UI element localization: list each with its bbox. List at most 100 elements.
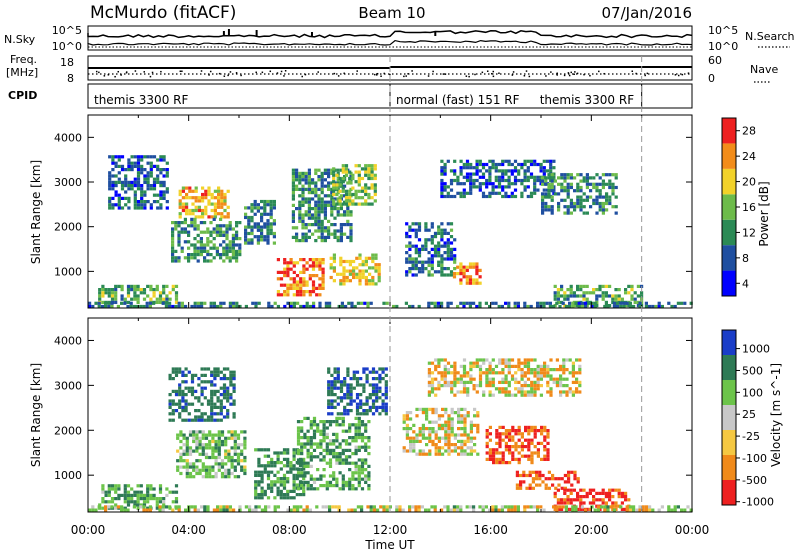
heatmap-cell: [178, 215, 182, 219]
heatmap-cell: [377, 272, 381, 276]
heatmap-cell: [181, 405, 185, 409]
heatmap-cell: [298, 239, 302, 243]
heatmap-cell: [300, 471, 304, 475]
heatmap-cell: [133, 284, 137, 288]
heatmap-cell: [488, 432, 492, 436]
heatmap-cell: [292, 505, 296, 509]
heatmap-cell: [535, 473, 539, 478]
heatmap-cell: [507, 175, 511, 179]
heatmap-cell: [111, 168, 115, 172]
heatmap-cell: [225, 233, 229, 237]
heatmap-cell: [348, 442, 352, 446]
heatmap-cell: [332, 439, 336, 443]
heatmap-cell: [544, 477, 548, 481]
heatmap-cell: [527, 438, 531, 442]
heatmap-cell: [360, 176, 365, 181]
heatmap-cell: [158, 294, 163, 298]
heatmap-cell: [466, 374, 470, 378]
heatmap-cell: [469, 191, 473, 195]
heatmap-cell: [485, 194, 489, 199]
heatmap-cell: [611, 182, 615, 186]
heatmap-cell: [178, 415, 182, 419]
heatmap-cell: [286, 477, 290, 481]
heatmap-cell: [133, 164, 137, 168]
heatmap-cell: [194, 389, 198, 393]
heatmap-cell: [543, 438, 547, 442]
heatmap-cell: [355, 393, 360, 397]
heatmap-cell: [318, 301, 322, 305]
heatmap-cell: [457, 433, 461, 437]
heatmap-cell: [563, 486, 567, 490]
heatmap-cell: [174, 224, 178, 228]
heatmap-cell: [539, 393, 543, 397]
heatmap-cell: [292, 486, 296, 490]
heatmap-cell: [459, 172, 463, 176]
heatmap-cell: [492, 457, 496, 461]
heatmap-cell: [628, 508, 632, 512]
heatmap-cell: [494, 508, 498, 512]
heatmap-cell: [465, 265, 469, 269]
heatmap-cell: [283, 290, 287, 294]
heatmap-cell: [533, 425, 537, 429]
heatmap-cell: [308, 290, 312, 294]
heatmap-cell: [101, 506, 105, 510]
heatmap-cell: [208, 468, 212, 472]
heatmap-cell: [488, 448, 492, 452]
heatmap-cell: [536, 451, 540, 455]
heatmap-cell: [225, 246, 229, 250]
heatmap-cell: [215, 230, 219, 234]
heatmap-cell: [300, 468, 304, 472]
heatmap-cell: [327, 383, 331, 387]
heatmap-cell: [501, 194, 505, 199]
heatmap-cell: [584, 304, 588, 309]
heatmap-cell: [330, 383, 334, 387]
heatmap-cell: [311, 274, 316, 278]
heatmap-cell: [351, 474, 355, 478]
heatmap-cell: [201, 215, 205, 219]
heatmap-cell: [492, 454, 496, 458]
heatmap-cell: [133, 297, 137, 301]
heatmap-cell: [126, 288, 131, 292]
heatmap-cell: [367, 186, 371, 190]
heatmap-cell: [136, 180, 141, 184]
heatmap-cell: [488, 194, 492, 199]
heatmap-cell: [550, 185, 554, 190]
heatmap-cell: [601, 211, 605, 215]
heatmap-cell: [578, 380, 582, 384]
heatmap-cell: [282, 493, 287, 497]
heatmap-cell: [433, 244, 438, 248]
heatmap-cell: [348, 484, 352, 488]
heatmap-cell: [338, 423, 342, 427]
heatmap-cell: [178, 367, 182, 371]
heatmap-cell: [341, 189, 345, 193]
heatmap-cell: [228, 508, 232, 512]
heatmap-cell: [437, 241, 441, 245]
heatmap-cell: [405, 257, 409, 261]
heatmap-cell: [291, 203, 295, 207]
heatmap-cell: [371, 266, 375, 270]
heatmap-cell: [473, 443, 477, 447]
heatmap-cell: [286, 493, 290, 497]
nave-dot: [261, 71, 264, 74]
heatmap-cell: [472, 377, 476, 381]
heatmap-cell: [185, 212, 189, 216]
heatmap-cell: [427, 361, 431, 365]
nave-dot: [498, 72, 500, 74]
heatmap-cell: [230, 436, 234, 440]
heatmap-cell: [341, 429, 345, 433]
heatmap-cell: [536, 505, 540, 509]
heatmap-cell: [201, 462, 205, 466]
heatmap-cell: [428, 430, 432, 434]
heatmap-cell: [210, 418, 214, 422]
heatmap-cell: [283, 304, 287, 309]
heatmap-cell: [569, 284, 573, 288]
heatmap-cell: [88, 301, 92, 305]
heatmap-cell: [307, 229, 311, 233]
heatmap-cell: [217, 449, 221, 453]
heatmap-cell: [469, 368, 473, 372]
heatmap-cell: [320, 232, 324, 236]
heatmap-cell: [339, 389, 344, 393]
heatmap-cell: [354, 432, 358, 436]
heatmap-cell: [260, 477, 264, 481]
heatmap-cell: [367, 176, 371, 181]
